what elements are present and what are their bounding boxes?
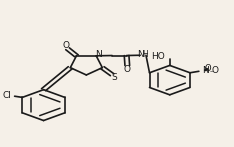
Text: N: N <box>202 66 209 75</box>
Text: N: N <box>137 50 144 59</box>
Text: O: O <box>205 64 211 73</box>
Text: O: O <box>212 66 219 75</box>
Text: Cl: Cl <box>3 91 11 100</box>
Text: O: O <box>124 65 131 74</box>
Text: HO: HO <box>151 52 165 61</box>
Text: N: N <box>95 50 102 59</box>
Text: –: – <box>210 68 214 74</box>
Text: S: S <box>112 73 117 82</box>
Text: O: O <box>62 41 69 50</box>
Text: H: H <box>142 50 148 59</box>
